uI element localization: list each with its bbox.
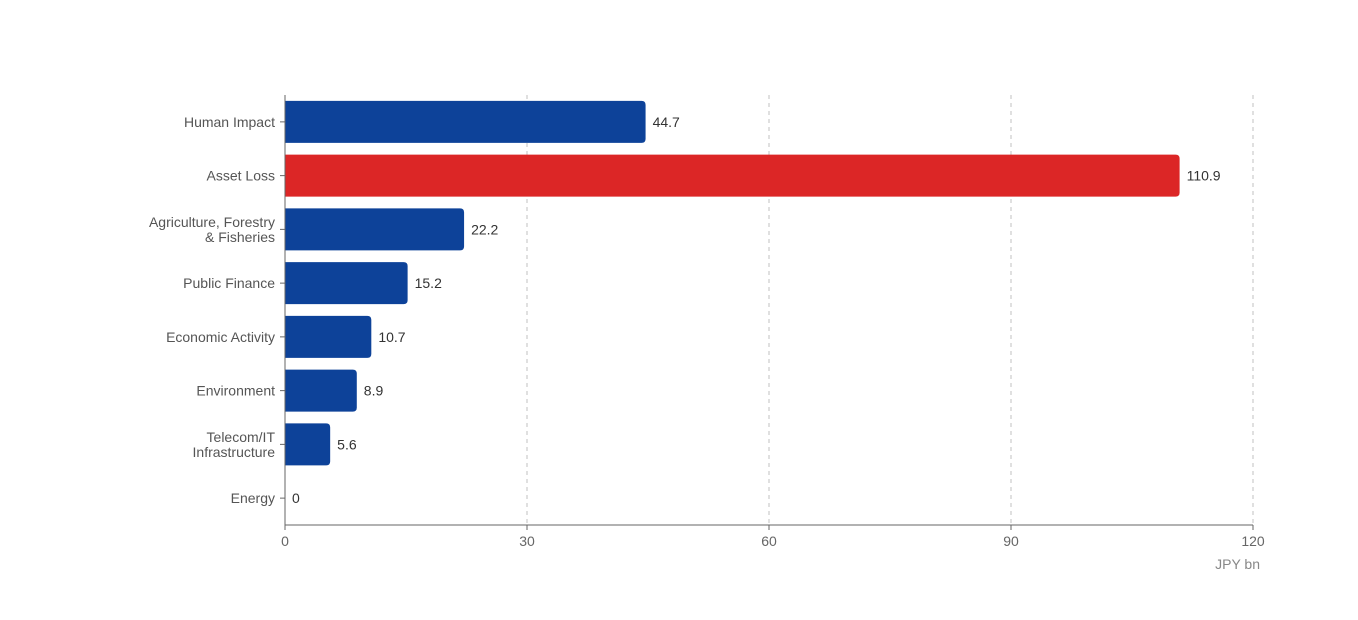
data-label-4: 10.7 [378, 329, 405, 345]
bar-2 [285, 208, 465, 251]
category-label-0: Human Impact [184, 114, 275, 130]
bar-4 [285, 315, 372, 358]
bars [285, 100, 1180, 466]
data-label-0: 44.7 [653, 114, 680, 130]
category-label-5: Environment [196, 383, 275, 399]
x-tick-labels: 0 30 60 90 120 [281, 525, 1265, 549]
x-tick-label-4: 120 [1241, 533, 1265, 549]
category-label-6: Telecom/IT Infrastructure [193, 429, 276, 460]
x-tick-label-0: 0 [281, 533, 289, 549]
category-label-1: Asset Loss [207, 168, 275, 184]
category-label-3: Public Finance [183, 275, 275, 291]
x-tick-label-3: 90 [1003, 533, 1019, 549]
bar-5 [285, 369, 357, 412]
data-label-6: 5.6 [337, 436, 357, 452]
data-label-1: 110.9 [1187, 168, 1221, 184]
category-labels: Human Impact Asset Loss Agriculture, Fores… [149, 114, 285, 506]
x-axis-unit-label: JPY bn [1215, 556, 1260, 572]
bar-1 [285, 154, 1180, 197]
data-label-7: 0 [292, 490, 300, 506]
data-label-3: 15.2 [415, 275, 442, 291]
bar-6 [285, 423, 331, 466]
category-label-4: Economic Activity [166, 329, 275, 345]
bar-3 [285, 262, 408, 305]
category-label-7: Energy [231, 490, 275, 506]
category-label-2: Agriculture, Forestry & Fisheries [149, 214, 275, 245]
data-label-2: 22.2 [471, 221, 498, 237]
x-tick-label-2: 60 [761, 533, 777, 549]
data-labels: 44.7 110.9 22.2 15.2 10.7 8.9 5.6 0 [292, 114, 1221, 506]
bar-0 [285, 100, 646, 143]
x-tick-label-1: 30 [519, 533, 535, 549]
data-label-5: 8.9 [364, 383, 384, 399]
